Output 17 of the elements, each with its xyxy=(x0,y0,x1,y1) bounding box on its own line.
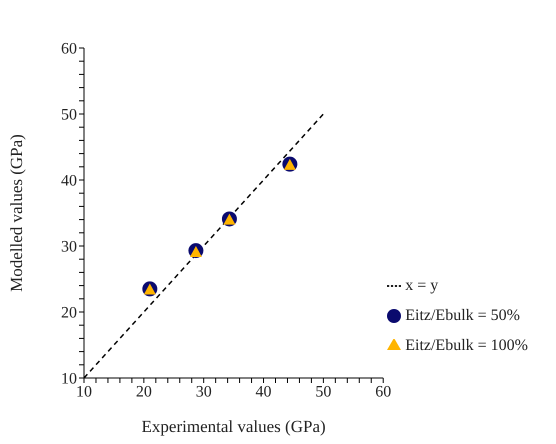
legend-label: Eitz/Ebulk = 50% xyxy=(405,307,520,324)
legend-label: x = y xyxy=(405,277,438,294)
x-tick-label: 40 xyxy=(256,383,272,400)
x-tick-label: 60 xyxy=(375,383,392,400)
x-axis-title: Experimental values (GPa) xyxy=(142,417,326,436)
y-axis-title: Modelled values (GPa) xyxy=(7,134,26,292)
y-tick-label: 40 xyxy=(61,172,77,190)
x-tick-label: 20 xyxy=(136,383,152,400)
legend-label: Eitz/Ebulk = 100% xyxy=(405,337,528,354)
y-tick-label: 10 xyxy=(61,370,77,388)
x-tick-label: 30 xyxy=(196,383,212,400)
y-tick-label: 20 xyxy=(61,304,77,322)
x-tick-label: 10 xyxy=(76,383,92,400)
y-tick-label: 50 xyxy=(61,106,77,124)
x-tick-label: 50 xyxy=(315,383,332,400)
y-tick-label: 60 xyxy=(61,40,77,58)
y-tick-label: 30 xyxy=(61,238,77,256)
